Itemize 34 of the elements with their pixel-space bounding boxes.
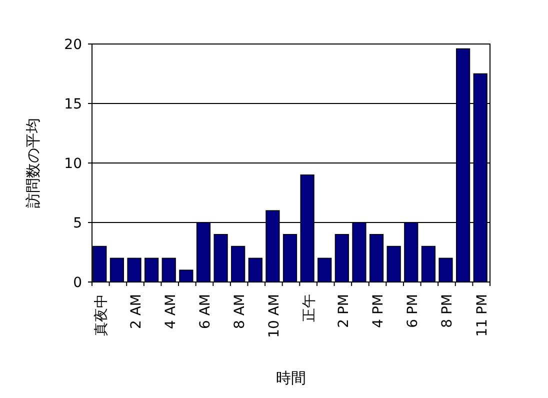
y-tick-label: 0 <box>73 275 82 291</box>
x-tick-label: 11 PM <box>474 294 490 337</box>
bar <box>421 246 436 282</box>
bar <box>214 234 228 282</box>
bar <box>282 234 298 282</box>
x-tick-label: 8 PM <box>440 294 456 328</box>
bar <box>334 234 349 282</box>
x-tick-label: 4 AM <box>162 294 179 330</box>
y-tick-label: 20 <box>64 37 82 53</box>
x-tick-label: 10 AM <box>266 294 283 338</box>
bar <box>144 258 159 282</box>
y-tick-label: 5 <box>73 216 82 232</box>
bar <box>248 258 262 282</box>
x-tick-label: 6 PM <box>405 294 422 328</box>
bar <box>231 246 246 282</box>
x-axis-title: 時間 <box>276 369 306 387</box>
x-tick-label: 2 PM <box>336 294 352 328</box>
bar <box>386 246 401 282</box>
bar <box>318 258 332 282</box>
bar <box>369 234 384 282</box>
x-tick-label: 8 AM <box>232 294 248 330</box>
bar <box>110 258 124 282</box>
x-tick-label: 正午 <box>301 294 318 322</box>
x-tick-label: 4 PM <box>370 294 387 328</box>
bar <box>127 258 142 282</box>
y-axis-title: 訪問数の平均 <box>24 118 42 208</box>
x-tick-label: 2 AM <box>128 294 144 330</box>
bar <box>162 258 176 282</box>
x-tick-label: 6 AM <box>197 294 214 330</box>
bar <box>438 258 453 282</box>
y-tick-label: 15 <box>64 96 82 112</box>
y-tick-label: 10 <box>64 156 82 172</box>
bar <box>179 270 194 282</box>
x-tick-label: 真夜中 <box>94 294 110 336</box>
